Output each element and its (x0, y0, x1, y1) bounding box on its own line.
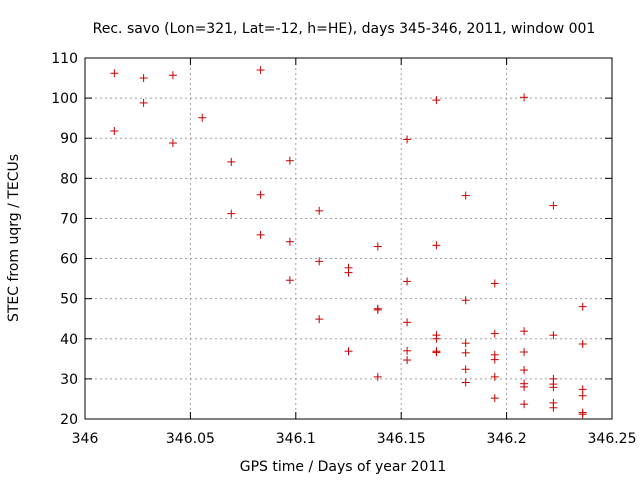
data-point (520, 400, 529, 409)
data-point (373, 305, 382, 314)
tick-layer: 20 30 40 50 60 70 80 90 100 110 346 346.05 346.1 346.… (51, 51, 636, 447)
data-point (549, 201, 558, 210)
y-tick-label: 80 (60, 171, 78, 187)
y-tick-label: 100 (51, 91, 78, 107)
data-point (490, 329, 499, 338)
data-point (578, 410, 587, 419)
data-point (490, 355, 499, 364)
x-tick-label: 346.2 (487, 431, 527, 447)
data-point (490, 372, 499, 381)
data-point (549, 403, 558, 412)
x-tick-label: 346.05 (166, 431, 215, 447)
data-point (344, 268, 353, 277)
data-point (110, 69, 119, 78)
data-point (285, 276, 294, 285)
data-point (373, 242, 382, 251)
data-point (403, 346, 412, 355)
data-point (403, 135, 412, 144)
y-tick-label: 30 (60, 372, 78, 388)
data-point (578, 302, 587, 311)
y-tick-label: 110 (51, 51, 78, 67)
data-point (168, 71, 177, 80)
data-point (432, 96, 441, 105)
data-point (578, 391, 587, 400)
data-point (344, 347, 353, 356)
data-point (549, 331, 558, 340)
data-point (315, 315, 324, 324)
data-point (315, 206, 324, 215)
point-layer (110, 66, 587, 419)
data-point (168, 139, 177, 148)
y-tick-label: 20 (60, 412, 78, 428)
data-point (285, 237, 294, 246)
data-point (432, 334, 441, 343)
data-point (520, 348, 529, 357)
data-point (520, 382, 529, 391)
data-point (520, 93, 529, 102)
y-axis-label: STEC from uqrg / TECUs (6, 154, 22, 322)
data-point (461, 296, 470, 305)
data-point (198, 113, 207, 122)
x-tick-label: 346.15 (377, 431, 426, 447)
data-point (490, 279, 499, 288)
x-axis-label: GPS time / Days of year 2011 (240, 459, 447, 475)
grid-layer (85, 58, 612, 419)
data-point (139, 98, 148, 107)
data-point (403, 277, 412, 286)
data-point (461, 378, 470, 387)
x-tick-label: 346 (72, 431, 99, 447)
data-point (461, 365, 470, 374)
data-point (549, 383, 558, 392)
data-point (432, 241, 441, 250)
y-tick-label: 50 (60, 292, 78, 308)
data-point (227, 157, 236, 166)
data-point (256, 230, 265, 239)
data-point (461, 339, 470, 348)
data-point (403, 356, 412, 365)
data-point (520, 327, 529, 336)
data-point (315, 257, 324, 266)
y-tick-label: 40 (60, 332, 78, 348)
data-point (227, 209, 236, 218)
data-point (256, 66, 265, 75)
y-tick-label: 70 (60, 211, 78, 227)
data-point (139, 74, 148, 83)
plot-frame (84, 57, 613, 420)
data-point (256, 190, 265, 199)
x-tick-label: 346.25 (588, 431, 637, 447)
data-point (461, 348, 470, 357)
data-point (432, 348, 441, 357)
data-point (373, 372, 382, 381)
y-tick-label: 60 (60, 252, 78, 268)
x-tick-label: 346.1 (276, 431, 316, 447)
data-point (520, 366, 529, 375)
data-point (490, 394, 499, 403)
data-point (285, 156, 294, 165)
chart-title: Rec. savo (Lon=321, Lat=-12, h=HE), days… (93, 21, 596, 37)
data-point (403, 318, 412, 327)
data-point (110, 127, 119, 136)
data-point (578, 339, 587, 348)
data-point (461, 191, 470, 200)
y-tick-label: 90 (60, 131, 78, 147)
